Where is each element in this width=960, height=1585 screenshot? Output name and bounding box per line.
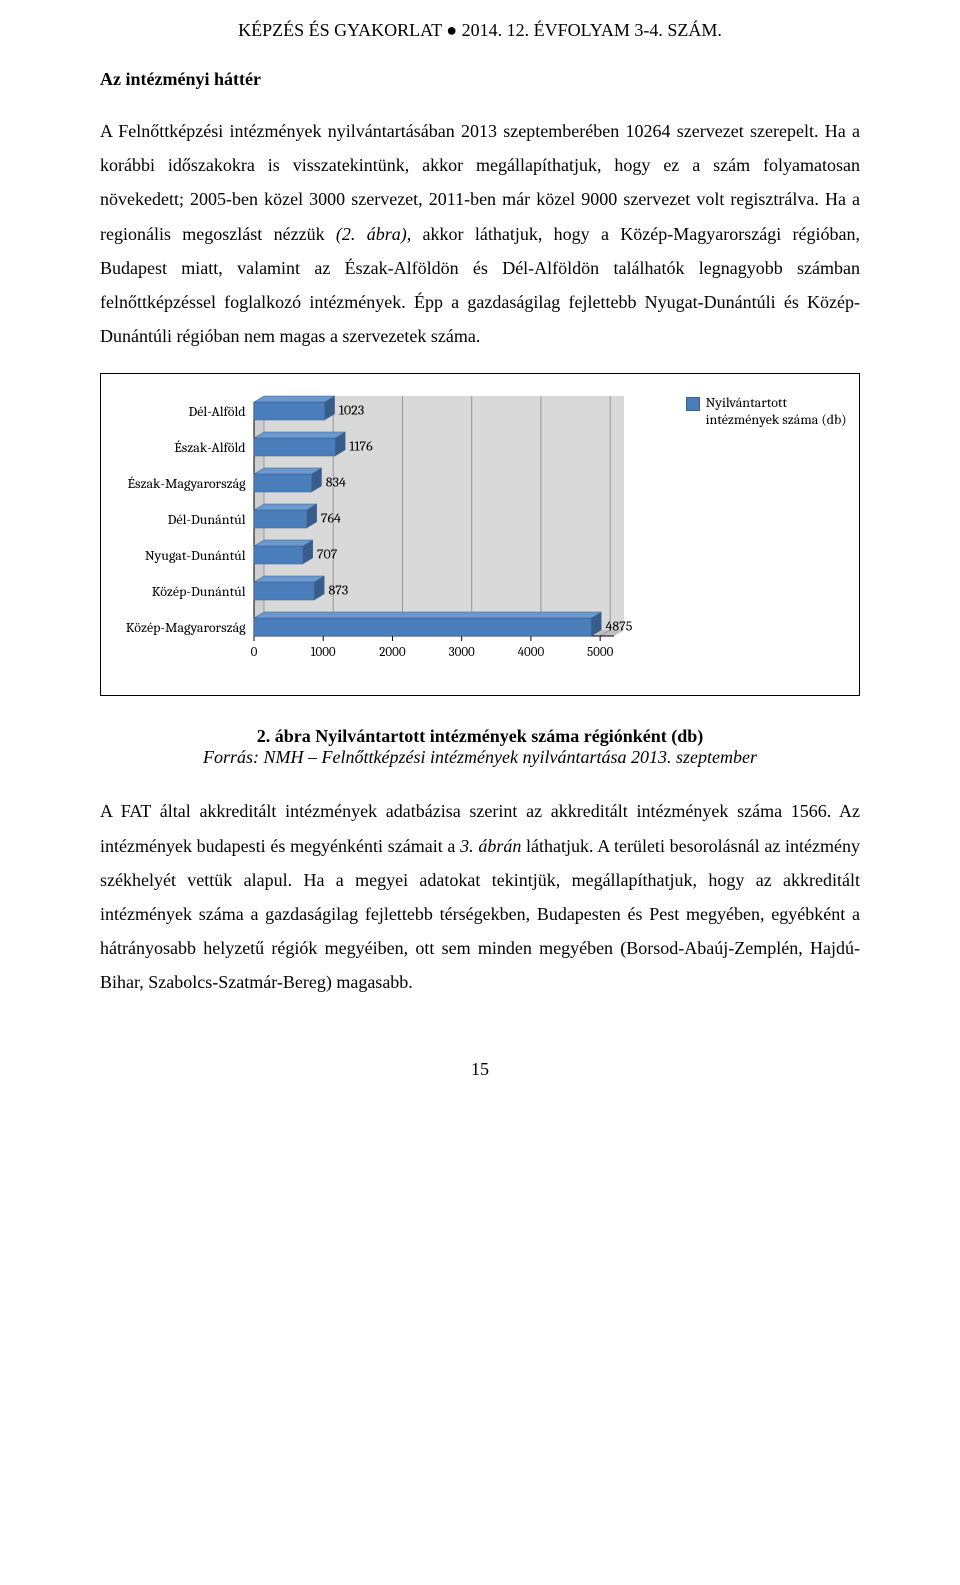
category-label: Dél-Alföld <box>113 402 250 420</box>
svg-text:1000: 1000 <box>310 645 335 660</box>
chart-category-labels: Dél-Alföld Észak-Alföld Észak-Magyarország… <box>113 394 250 636</box>
chart-plot-area: 0 1000 2000 3000 4000 5000 1023 1176 834 764 707 87… <box>250 394 674 677</box>
chart-legend: Nyilvántartott intézmények száma (db) <box>686 394 847 428</box>
category-label: Nyugat-Dunántúl <box>113 546 250 564</box>
legend-swatch-icon <box>686 397 700 411</box>
category-label: Észak-Alföld <box>113 438 250 456</box>
chart-svg: 0 1000 2000 3000 4000 5000 1023 1176 834 764 707 87… <box>250 394 674 672</box>
paragraph-1: A Felnőttképzési intézmények nyilvántart… <box>100 114 860 353</box>
svg-text:707: 707 <box>317 546 338 563</box>
category-label: Közép-Dunántúl <box>113 582 250 600</box>
svg-text:4000: 4000 <box>517 645 544 660</box>
chart-caption-source: Forrás: NMH – Felnőttképzési intézmények… <box>100 747 860 768</box>
svg-text:0: 0 <box>250 645 257 660</box>
para2-figure-ref: 3. ábrán <box>460 836 521 856</box>
running-header: KÉPZÉS ÉS GYAKORLAT ● 2014. 12. ÉVFOLYAM… <box>100 20 860 41</box>
svg-text:1176: 1176 <box>349 438 373 455</box>
page-number: 15 <box>100 1059 860 1080</box>
svg-text:2000: 2000 <box>379 645 406 660</box>
svg-text:834: 834 <box>325 474 345 491</box>
svg-text:5000: 5000 <box>587 645 614 660</box>
chart-container: Dél-Alföld Észak-Alföld Észak-Magyarország… <box>100 373 860 696</box>
chart-caption-title: 2. ábra Nyilvántartott intézmények száma… <box>100 726 860 747</box>
svg-text:873: 873 <box>328 582 348 599</box>
section-title: Az intézményi háttér <box>100 69 860 90</box>
svg-text:764: 764 <box>320 510 340 527</box>
svg-text:4875: 4875 <box>605 618 632 635</box>
para1-figure-ref: (2. ábra) <box>336 224 407 244</box>
svg-text:1023: 1023 <box>338 402 363 419</box>
svg-text:3000: 3000 <box>448 645 474 660</box>
legend-label: Nyilvántartott intézmények száma (db) <box>706 394 847 428</box>
para2-text-b: láthatjuk. A területi besorolásnál az in… <box>100 836 860 993</box>
paragraph-2: A FAT által akkreditált intézmények adat… <box>100 794 860 999</box>
category-label: Dél-Dunántúl <box>113 510 250 528</box>
category-label: Észak-Magyarország <box>113 474 250 492</box>
category-label: Közép-Magyarország <box>113 618 250 636</box>
